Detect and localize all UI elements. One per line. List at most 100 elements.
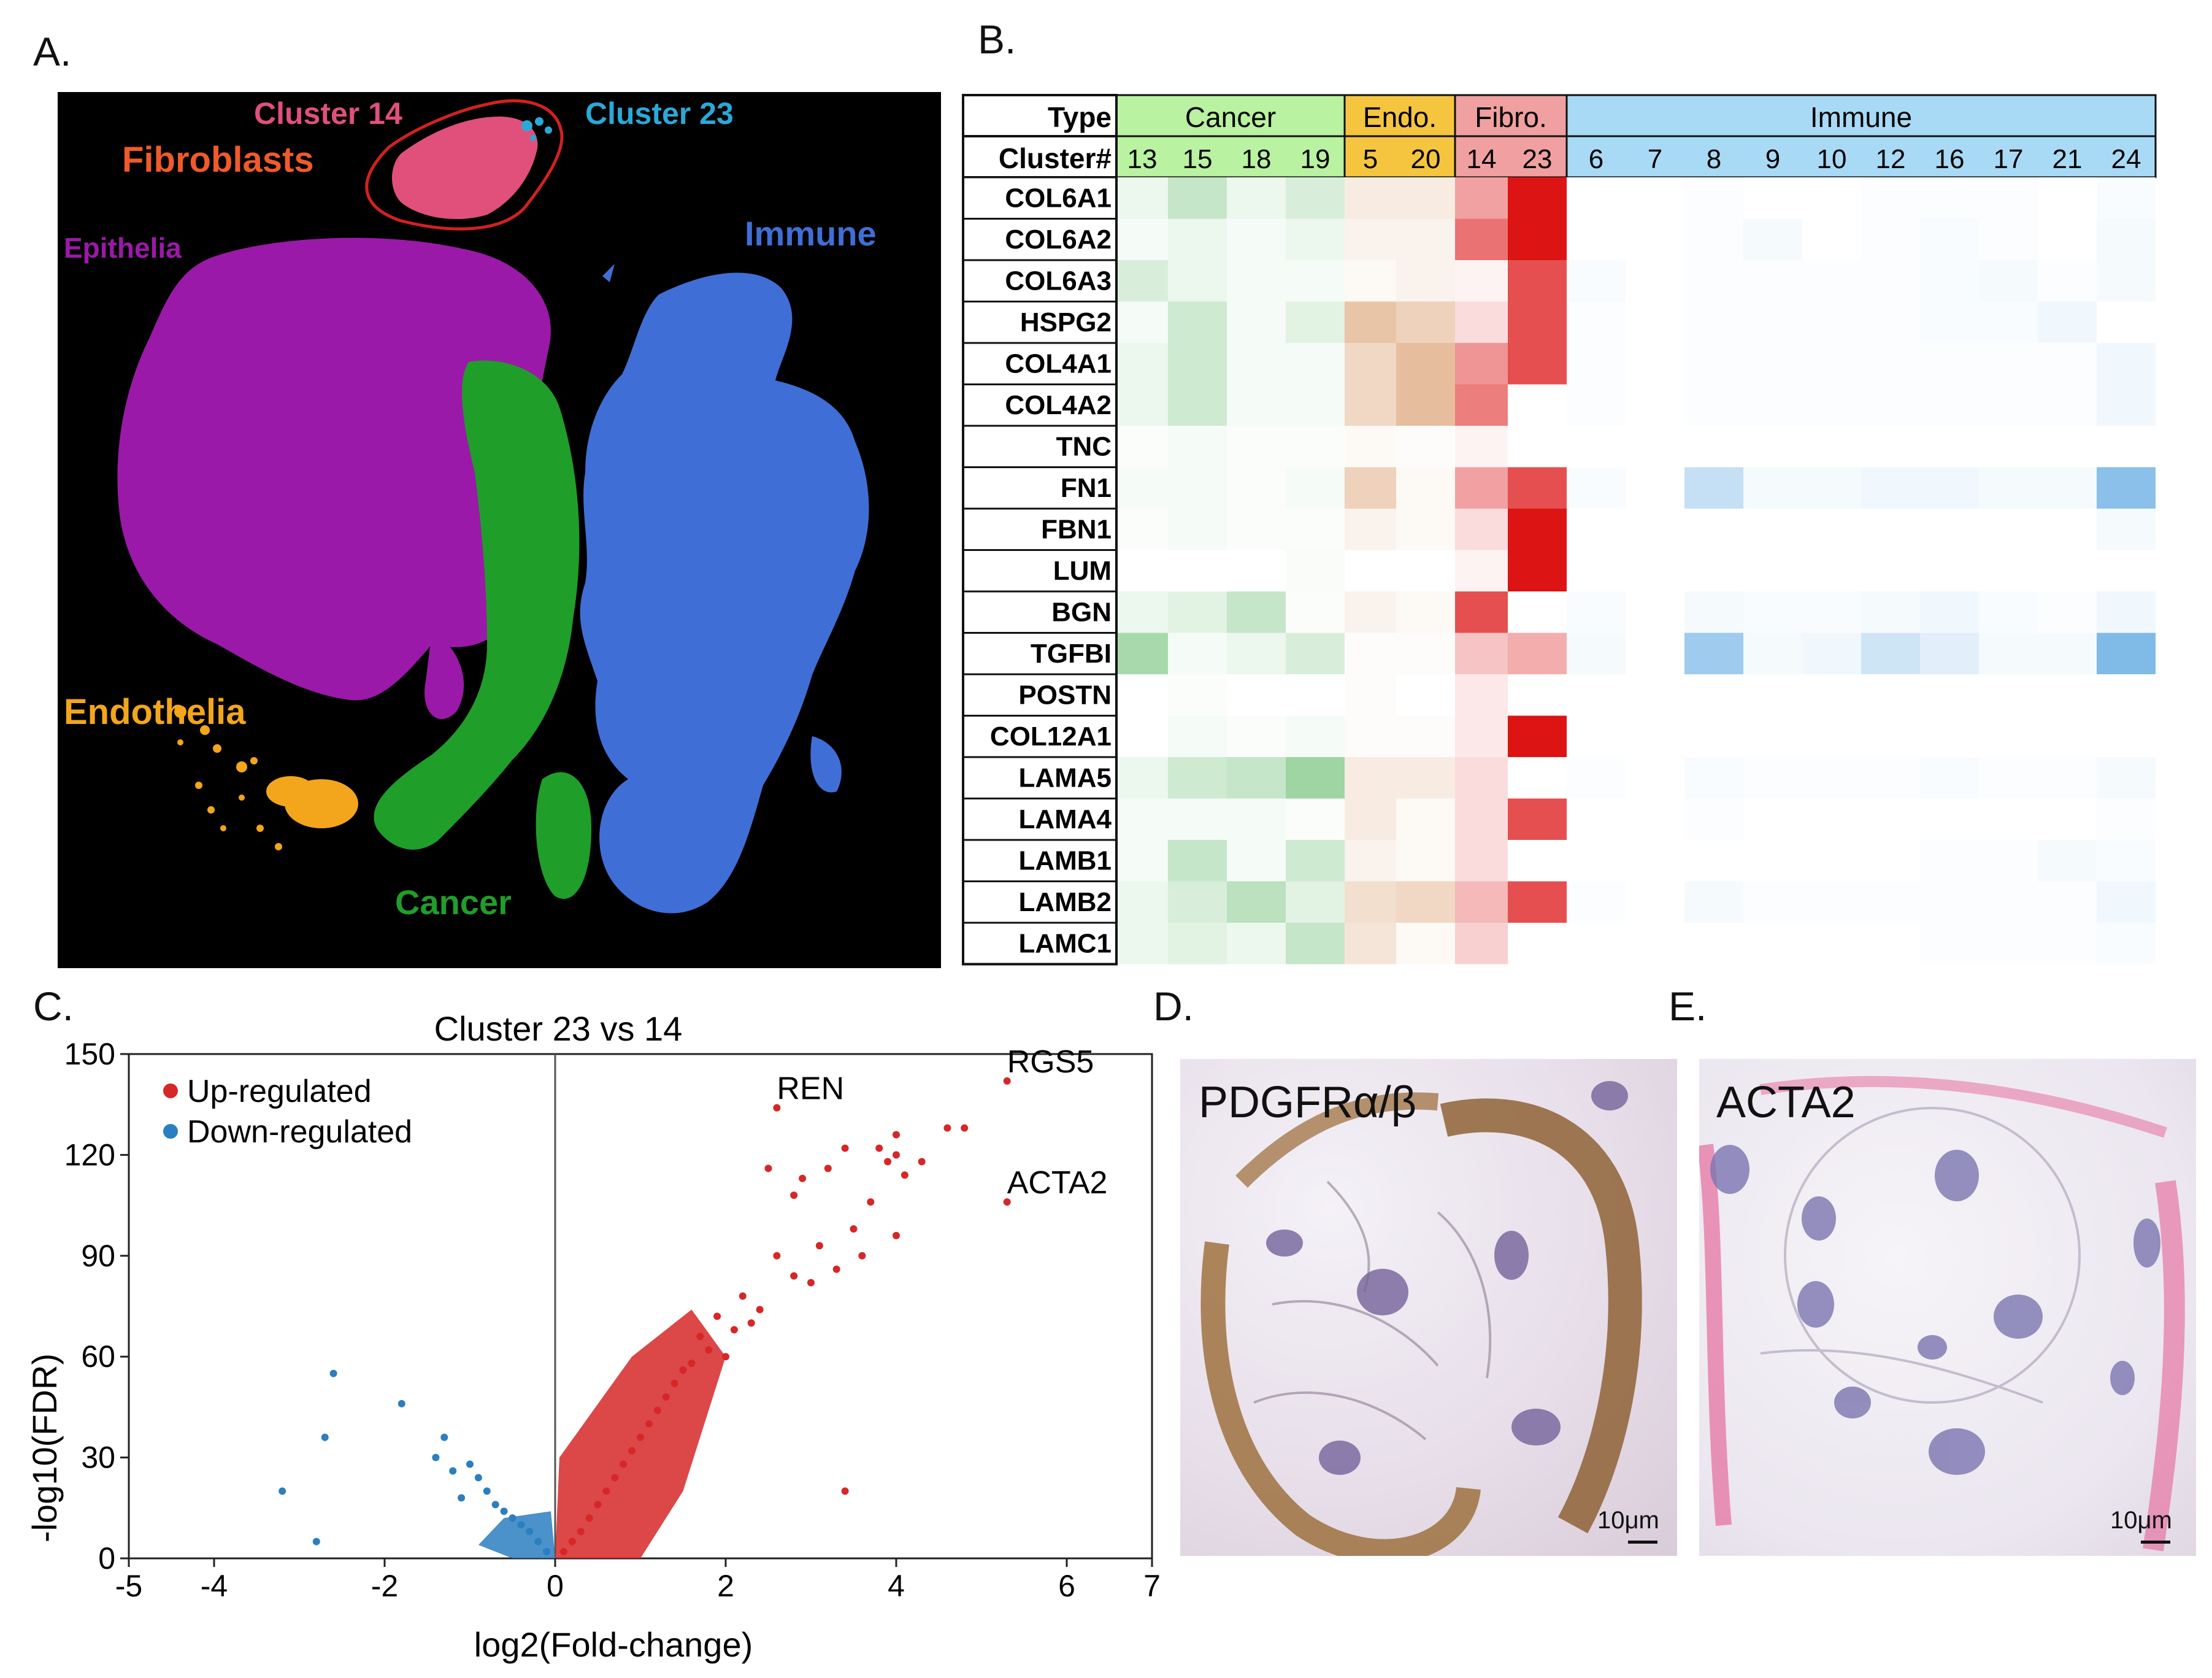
gene-label: FN1 [1061,473,1112,503]
heatmap-cell [1743,260,1802,302]
heatmap-cell [1168,674,1227,716]
heatmap-cell [1116,177,1168,219]
gene-annotation: ACTA2 [1007,1165,1108,1201]
heatmap-cell [1345,840,1396,882]
heatmap-cell [1567,343,1626,385]
heatmap-cell [1508,757,1567,799]
x-tick-label: -4 [201,1569,228,1603]
tsne-canvas: Cluster 14 Cluster 23 Fibroblasts Epithe… [64,96,877,922]
heatmap-cell [1116,467,1168,509]
endothelia-label: Endothelia [64,692,246,732]
heatmap-cell [1345,798,1396,840]
down-regulated-point [329,1369,337,1377]
cluster-number: 17 [1994,144,2024,174]
gene-label: COL12A1 [990,722,1112,752]
heatmap-cell [2038,218,2097,260]
up-regulated-point [773,1252,781,1260]
heatmap-cell [1116,343,1168,385]
heatmap-cell [1345,550,1396,591]
heatmap-cell [1508,467,1567,509]
heatmap-cell [1168,633,1227,674]
heatmap-cell [1802,301,1861,343]
cancer-label: Cancer [395,883,512,922]
heatmap-cell [1396,757,1455,799]
up-regulated-point [696,1333,704,1341]
heatmap-cell [2038,923,2097,964]
gene-label: POSTN [1018,680,1112,710]
heatmap-cell [1567,467,1626,509]
heatmap-cell [1168,591,1227,633]
up-regulated-point [568,1538,576,1545]
heatmap-cell [1743,715,1802,757]
down-regulated-point [534,1538,542,1545]
heatmap-cell [1567,509,1626,550]
heatmap-cell [1508,715,1567,757]
heatmap-cell [1743,633,1802,674]
heatmap-cell [1227,426,1286,468]
heatmap-cell [1396,384,1455,426]
heatmap-cell [1116,509,1168,550]
x-tick-label: 0 [547,1569,564,1603]
heatmap-cell [2097,923,2156,964]
heatmap-cell [1684,757,1743,799]
up-regulated-point [645,1420,653,1428]
gene-label-cell [962,507,1118,551]
heatmap-cell [1455,757,1508,799]
heatmap-cell [1802,881,1861,923]
heatmap-cell [1345,467,1396,509]
heatmap-cell [2097,550,2156,591]
x-tick-label: -5 [115,1569,142,1603]
heatmap-cell [1455,260,1508,302]
heatmap-cell [1626,260,1684,302]
heatmap-cell [2038,633,2097,674]
up-regulated-point [824,1164,832,1172]
heatmap-cell [1345,757,1396,799]
heatmap-cell [1743,384,1802,426]
heatmap-cell [1168,509,1227,550]
heatmap-cell [1116,674,1168,716]
down-regulated-point [526,1528,534,1536]
up-regulated-point [679,1366,687,1374]
up-regulated-point [1003,1077,1011,1085]
heatmap-cell [1979,633,2038,674]
plot-area: -5 -4 -2 0 2 4 6 7 0 30 60 90 120 150 REN RGS5 ACTA2 [64,1037,1161,1603]
down-regulated-point [312,1538,320,1545]
heatmap-cell [1345,343,1396,385]
heatmap-cell [1227,301,1286,343]
heatmap-cell [1396,633,1455,674]
up-regulated-point [841,1144,849,1152]
heatmap-cell [1802,343,1861,385]
cluster-number: 7 [1648,144,1662,174]
heatmap-cell [1979,301,2038,343]
heatmap-cell [1979,384,2038,426]
immune-fragment [810,736,842,793]
heatmap-cell [1743,177,1802,219]
heatmap-cell [1626,757,1684,799]
heatmap-cell [1920,798,1979,840]
heatmap-cell [1920,923,1979,964]
heatmap-cell [2038,426,2097,468]
heatmap-cell [1802,798,1861,840]
up-regulated-point [893,1151,900,1159]
legend-down-label: Down-regulated [187,1114,412,1150]
heatmap-cell [1684,674,1743,716]
heatmap-cell [1508,550,1567,591]
heatmap-cell [1861,301,1920,343]
scale-bar-d [1628,1541,1657,1544]
fibroblasts-cluster [392,117,538,220]
heatmap-cell [1286,798,1345,840]
heatmap-cell [1396,177,1455,219]
cluster-number: 14 [1467,144,1497,174]
heatmap-cell [1684,218,1743,260]
cluster-number: 21 [2053,144,2083,174]
heatmap-cell [1286,384,1345,426]
epithelia-label: Epithelia [64,232,182,264]
heatmap-cell [1286,923,1345,964]
heatmap-cell [1802,467,1861,509]
heatmap-cell [1396,343,1455,385]
up-regulated-point [961,1124,969,1132]
heatmap-cell [1227,798,1286,840]
y-tick-label: 30 [81,1441,115,1475]
heatmap-cell [1286,881,1345,923]
heatmap-cell [2038,177,2097,219]
